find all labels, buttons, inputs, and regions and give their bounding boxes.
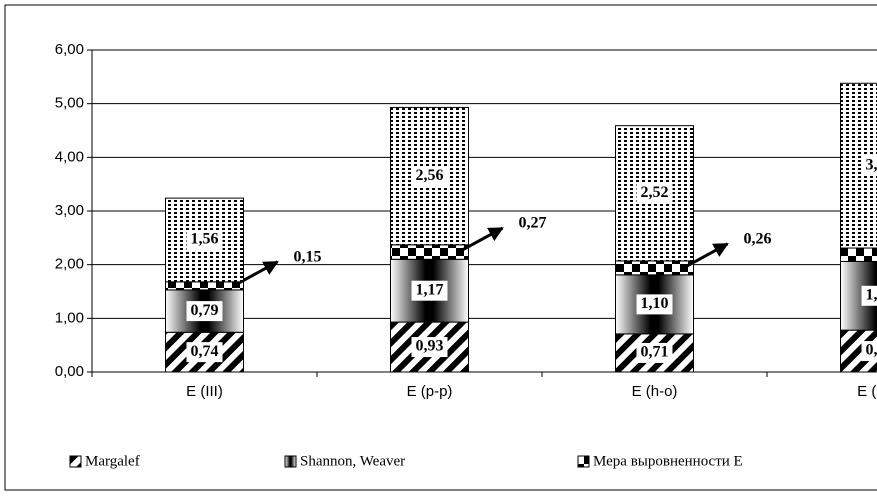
y-tick-label: 0,00 (55, 363, 84, 380)
x-tick-label: E (h-o) (632, 383, 678, 400)
value-label: 1,17 (416, 281, 444, 298)
value-label-bg (861, 341, 877, 362)
y-tick-label: 2,00 (55, 256, 84, 273)
value-label-bg (636, 294, 673, 315)
value-label-bg (636, 342, 673, 363)
y-tick-label: 4,00 (55, 148, 84, 165)
value-label: 0,26 (744, 231, 772, 248)
value-label-bg (186, 342, 223, 363)
value-label: 1,10 (641, 295, 669, 312)
value-label: 1,56 (191, 231, 219, 248)
frame (4, 4, 877, 491)
bar-segment (615, 260, 694, 276)
value-label: 0,27 (519, 215, 547, 232)
label-arrow (682, 242, 729, 270)
y-tick-label: 6,00 (55, 41, 84, 58)
label-arrow (457, 226, 504, 254)
legend-swatch (69, 455, 82, 468)
bar-segment (390, 244, 469, 260)
x-tick-label: E (БС) (857, 383, 877, 400)
value-label-bg (861, 285, 877, 306)
y-tick-label: 3,00 (55, 202, 84, 219)
legend-label: Shannon, Weaver (300, 453, 405, 469)
value-label-bg (411, 280, 448, 301)
value-label: 2,56 (416, 167, 444, 184)
value-label-bg (411, 166, 448, 187)
value-label: 0,15 (294, 249, 322, 266)
value-label: 0,93 (416, 338, 444, 355)
x-tick-label: E (III) (186, 383, 223, 400)
legend-label: Margalef (85, 453, 140, 469)
value-label: 0,78 (866, 342, 877, 359)
bar-segment (840, 247, 877, 262)
y-tick-label: 1,00 (55, 309, 84, 326)
value-label: 0,74 (191, 343, 219, 360)
value-label: 3,07 (866, 156, 877, 173)
value-label: 0,79 (191, 302, 219, 319)
value-label: 0,71 (641, 344, 669, 361)
value-label-bg (861, 155, 877, 176)
legend-swatch (577, 455, 590, 468)
value-label-bg (186, 229, 223, 250)
y-tick-label: 5,00 (55, 95, 84, 112)
x-tick-label: E (p-p) (407, 383, 453, 400)
legend-swatch (284, 455, 297, 468)
value-label: 1,28 (866, 286, 877, 303)
value-label-bg (186, 301, 223, 322)
legend-label: Мера выровненности E (593, 453, 743, 469)
bar-segment (165, 281, 244, 291)
value-label-bg (636, 183, 673, 204)
value-label-bg (411, 337, 448, 358)
value-label: 2,52 (641, 184, 669, 201)
